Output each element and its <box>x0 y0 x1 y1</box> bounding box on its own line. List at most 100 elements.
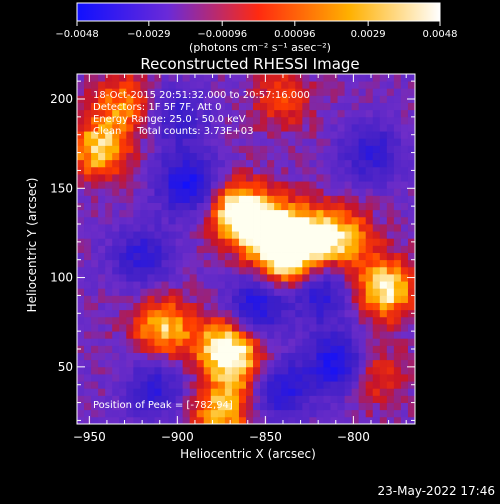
heatmap-cell <box>147 116 155 125</box>
heatmap-cell <box>217 395 226 403</box>
heatmap-cell <box>182 288 191 296</box>
heatmap-cell <box>351 124 360 132</box>
heatmap-cell <box>351 174 360 182</box>
heatmap-cell <box>217 238 226 246</box>
heatmap-cell <box>302 316 310 325</box>
heatmap-cell <box>281 345 289 353</box>
heatmap-cell <box>309 152 317 161</box>
heatmap-cell <box>358 245 367 253</box>
heatmap-cell <box>288 131 296 139</box>
heatmap-cell <box>161 352 169 361</box>
heatmap-cell <box>358 374 367 382</box>
heatmap-cell <box>175 395 184 403</box>
heatmap-cell <box>133 116 141 125</box>
heatmap-cell <box>112 88 120 96</box>
heatmap-cell <box>217 95 226 103</box>
heatmap-cell <box>323 395 331 403</box>
heatmap-cell <box>154 338 162 346</box>
heatmap-cell <box>260 174 268 182</box>
heatmap-cell <box>126 231 134 239</box>
heatmap-cell <box>407 316 416 325</box>
heatmap-cell <box>189 395 198 403</box>
heatmap-cell <box>133 402 141 411</box>
heatmap-cell <box>217 138 226 146</box>
heatmap-cell <box>309 231 317 239</box>
heatmap-cell <box>119 202 127 211</box>
heatmap-cell <box>91 316 99 325</box>
heatmap-cell <box>224 302 233 311</box>
heatmap-cell <box>119 131 127 139</box>
heatmap-cell <box>316 159 324 168</box>
heatmap-cell <box>330 281 338 289</box>
heatmap-cell <box>161 174 169 182</box>
heatmap-cell <box>175 166 184 175</box>
heatmap-cell <box>140 288 148 296</box>
heatmap-cell <box>224 95 233 103</box>
heatmap-cell <box>196 374 205 382</box>
heatmap-cell <box>98 359 106 368</box>
heatmap-cell <box>253 174 261 182</box>
heatmap-cell <box>168 216 176 225</box>
heatmap-cell <box>147 388 155 396</box>
heatmap-cell <box>386 231 395 239</box>
heatmap-cell <box>196 145 205 153</box>
heatmap-cell <box>302 352 310 361</box>
heatmap-cell <box>260 295 268 303</box>
heatmap-cell <box>210 402 219 411</box>
heatmap-cell <box>344 252 353 261</box>
heatmap-cell <box>175 359 184 368</box>
heatmap-cell <box>260 266 268 275</box>
heatmap-cell <box>196 274 205 282</box>
heatmap-cell <box>253 266 261 275</box>
heatmap-cell <box>161 138 169 146</box>
heatmap-cell <box>323 124 331 132</box>
heatmap-cell <box>323 324 331 332</box>
heatmap-cell <box>203 224 212 232</box>
heatmap-cell <box>372 366 381 375</box>
heatmap-cell <box>330 309 338 318</box>
heatmap-cell <box>140 324 148 332</box>
heatmap-cell <box>133 345 141 353</box>
heatmap-cell <box>393 324 402 332</box>
heatmap-cell <box>295 174 303 182</box>
heatmap-cell <box>260 309 268 318</box>
heatmap-cell <box>372 231 381 239</box>
heatmap-cell <box>358 181 367 189</box>
heatmap-cell <box>231 131 240 139</box>
heatmap-cell <box>260 409 268 418</box>
heatmap-cell <box>98 295 106 303</box>
heatmap-cell <box>119 288 127 296</box>
heatmap-cell <box>196 381 205 389</box>
heatmap-cell <box>267 152 275 161</box>
heatmap-cell <box>168 366 176 375</box>
heatmap-cell <box>372 395 381 403</box>
heatmap-cell <box>393 359 402 368</box>
heatmap-cell <box>246 245 254 253</box>
heatmap-cell <box>154 331 162 339</box>
heatmap-cell <box>168 138 176 146</box>
heatmap-cell <box>288 259 296 268</box>
heatmap-cell <box>337 166 345 175</box>
heatmap-cell <box>365 252 374 261</box>
heatmap-cell <box>91 116 99 125</box>
heatmap-cell <box>203 95 212 103</box>
heatmap-cell <box>217 74 226 82</box>
heatmap-cell <box>344 95 353 103</box>
heatmap-cell <box>365 381 374 389</box>
heatmap-cell <box>337 138 345 146</box>
heatmap-cell <box>246 366 254 375</box>
heatmap-cell <box>274 395 282 403</box>
heatmap-cell <box>379 331 388 339</box>
heatmap-cell <box>140 88 148 96</box>
heatmap-cell <box>330 266 338 275</box>
heatmap-cell <box>126 388 134 396</box>
heatmap-cell <box>112 174 120 182</box>
heatmap-cell <box>154 102 162 111</box>
heatmap-cell <box>77 402 85 411</box>
heatmap-cell <box>316 288 324 296</box>
heatmap-cell <box>154 152 162 161</box>
heatmap-cell <box>274 281 282 289</box>
heatmap-cell <box>295 159 303 168</box>
heatmap-cell <box>358 88 367 96</box>
heatmap-cell <box>175 209 184 218</box>
